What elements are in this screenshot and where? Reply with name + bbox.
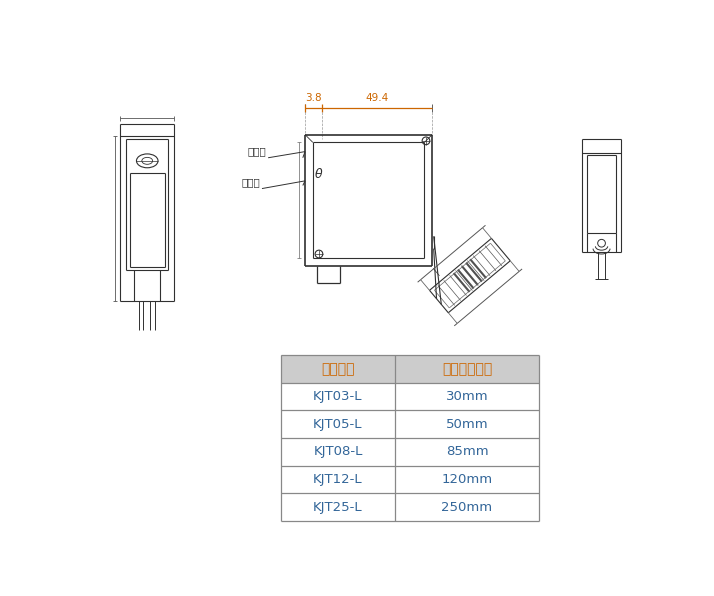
Text: 3.8: 3.8: [306, 93, 322, 103]
Text: θ: θ: [315, 168, 323, 181]
Text: 85mm: 85mm: [446, 445, 488, 458]
Text: 投光轴: 投光轴: [248, 146, 266, 156]
Text: KJT05-L: KJT05-L: [313, 418, 363, 431]
Text: 50mm: 50mm: [446, 418, 488, 431]
Text: KJT03-L: KJT03-L: [313, 390, 363, 403]
Text: 30mm: 30mm: [446, 390, 488, 403]
Text: KJT12-L: KJT12-L: [313, 473, 363, 486]
Text: KJT08-L: KJT08-L: [313, 445, 363, 458]
Text: 测定中心距离: 测定中心距离: [442, 362, 492, 375]
Text: 49.4: 49.4: [366, 93, 388, 103]
Text: 250mm: 250mm: [441, 501, 493, 514]
Polygon shape: [281, 355, 539, 383]
Text: 120mm: 120mm: [441, 473, 493, 486]
Text: 受光轴: 受光轴: [241, 177, 261, 187]
Text: KJT25-L: KJT25-L: [313, 501, 363, 514]
Text: 型号名称: 型号名称: [321, 362, 355, 375]
